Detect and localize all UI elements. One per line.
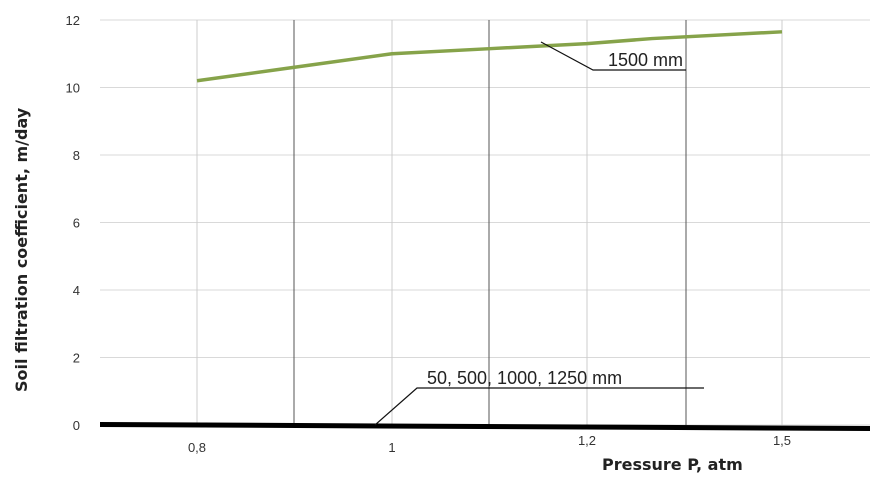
y-tick-label-0: 0 bbox=[73, 418, 80, 433]
annotation-1500mm: 1500 mm bbox=[540, 41, 686, 71]
annotation-leader-other-depths bbox=[374, 387, 704, 426]
y-tick-labels: 0 2 4 6 8 10 12 bbox=[66, 13, 80, 433]
y-tick-label-6: 12 bbox=[66, 13, 80, 28]
annotation-other-depths: 50, 500, 1000, 1250 mm bbox=[374, 368, 704, 426]
annotation-leader-1500mm bbox=[540, 41, 686, 71]
series-line-1500mm bbox=[196, 30, 783, 83]
x-axis-title: Pressure P, atm bbox=[602, 455, 743, 474]
y-axis-title: Soil filtration coefficient, m/day bbox=[12, 107, 31, 392]
y-tick-label-1: 2 bbox=[73, 351, 80, 366]
y-tick-label-2: 4 bbox=[73, 283, 80, 298]
y-tick-label-5: 10 bbox=[66, 81, 80, 96]
x-tick-label-2: 1,2 bbox=[578, 433, 596, 448]
y-tick-label-3: 6 bbox=[73, 216, 80, 231]
annotation-label-1500mm: 1500 mm bbox=[608, 50, 683, 70]
x-tick-label-0: 0,8 bbox=[188, 440, 206, 455]
series-line-other-depths bbox=[100, 422, 870, 431]
annotation-label-other-depths: 50, 500, 1000, 1250 mm bbox=[427, 368, 622, 388]
series-lines bbox=[100, 30, 870, 431]
x-tick-label-1: 1 bbox=[388, 440, 395, 455]
x-tick-labels: 0,8 1 1,2 1,5 bbox=[188, 433, 791, 455]
grid bbox=[100, 19, 870, 426]
y-tick-label-4: 8 bbox=[73, 148, 80, 163]
x-tick-label-3: 1,5 bbox=[773, 433, 791, 448]
